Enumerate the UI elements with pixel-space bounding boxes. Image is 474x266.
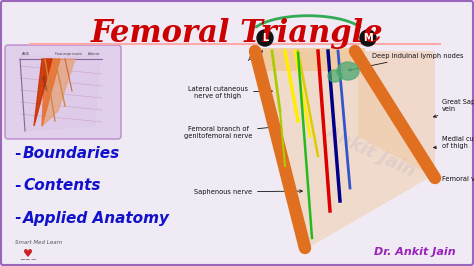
Text: Applied Anatomy: Applied Anatomy — [23, 210, 170, 226]
Polygon shape — [42, 59, 60, 126]
Text: L: L — [262, 33, 268, 43]
Text: Medial cutaneous nerve
of thigh: Medial cutaneous nerve of thigh — [434, 136, 474, 149]
Text: -: - — [15, 210, 27, 226]
Text: Dr. Ankit Jain: Dr. Ankit Jain — [374, 247, 456, 257]
Circle shape — [257, 30, 273, 46]
Polygon shape — [34, 59, 52, 126]
Text: -: - — [15, 146, 27, 160]
Text: Smart Med Learn: Smart Med Learn — [15, 239, 63, 244]
Text: Psoas major muscle: Psoas major muscle — [55, 52, 82, 56]
Text: ♥: ♥ — [23, 249, 33, 259]
Text: Femoral vein: Femoral vein — [434, 176, 474, 182]
Text: Femoral branch of
genitofemoral nerve: Femoral branch of genitofemoral nerve — [184, 125, 281, 139]
Text: ASIS: ASIS — [248, 51, 263, 62]
Polygon shape — [255, 48, 365, 71]
Ellipse shape — [328, 70, 342, 82]
Text: ~~~: ~~~ — [19, 257, 37, 263]
Text: M: M — [363, 33, 373, 43]
Text: ASIS: ASIS — [22, 52, 30, 56]
Text: Deep induinal lymph nodes: Deep induinal lymph nodes — [349, 53, 464, 71]
Polygon shape — [358, 51, 435, 178]
Text: Sartorius: Sartorius — [40, 75, 48, 92]
Text: Adductor: Adductor — [88, 52, 100, 56]
Text: Ankit Jain: Ankit Jain — [322, 122, 418, 180]
Text: -: - — [15, 178, 27, 193]
Polygon shape — [20, 56, 100, 131]
Text: Femoral Triangle: Femoral Triangle — [91, 18, 383, 49]
Text: Contents: Contents — [23, 178, 100, 193]
Polygon shape — [258, 51, 432, 248]
FancyBboxPatch shape — [5, 45, 121, 139]
Text: Saphenous nerve: Saphenous nerve — [194, 189, 302, 195]
Ellipse shape — [337, 62, 359, 80]
Text: Boundaries: Boundaries — [23, 146, 120, 160]
Text: Great Saphenous
vein: Great Saphenous vein — [434, 99, 474, 117]
Polygon shape — [42, 59, 75, 126]
Text: Lateral cutaneous
nerve of thigh: Lateral cutaneous nerve of thigh — [188, 86, 272, 99]
Circle shape — [360, 30, 376, 46]
